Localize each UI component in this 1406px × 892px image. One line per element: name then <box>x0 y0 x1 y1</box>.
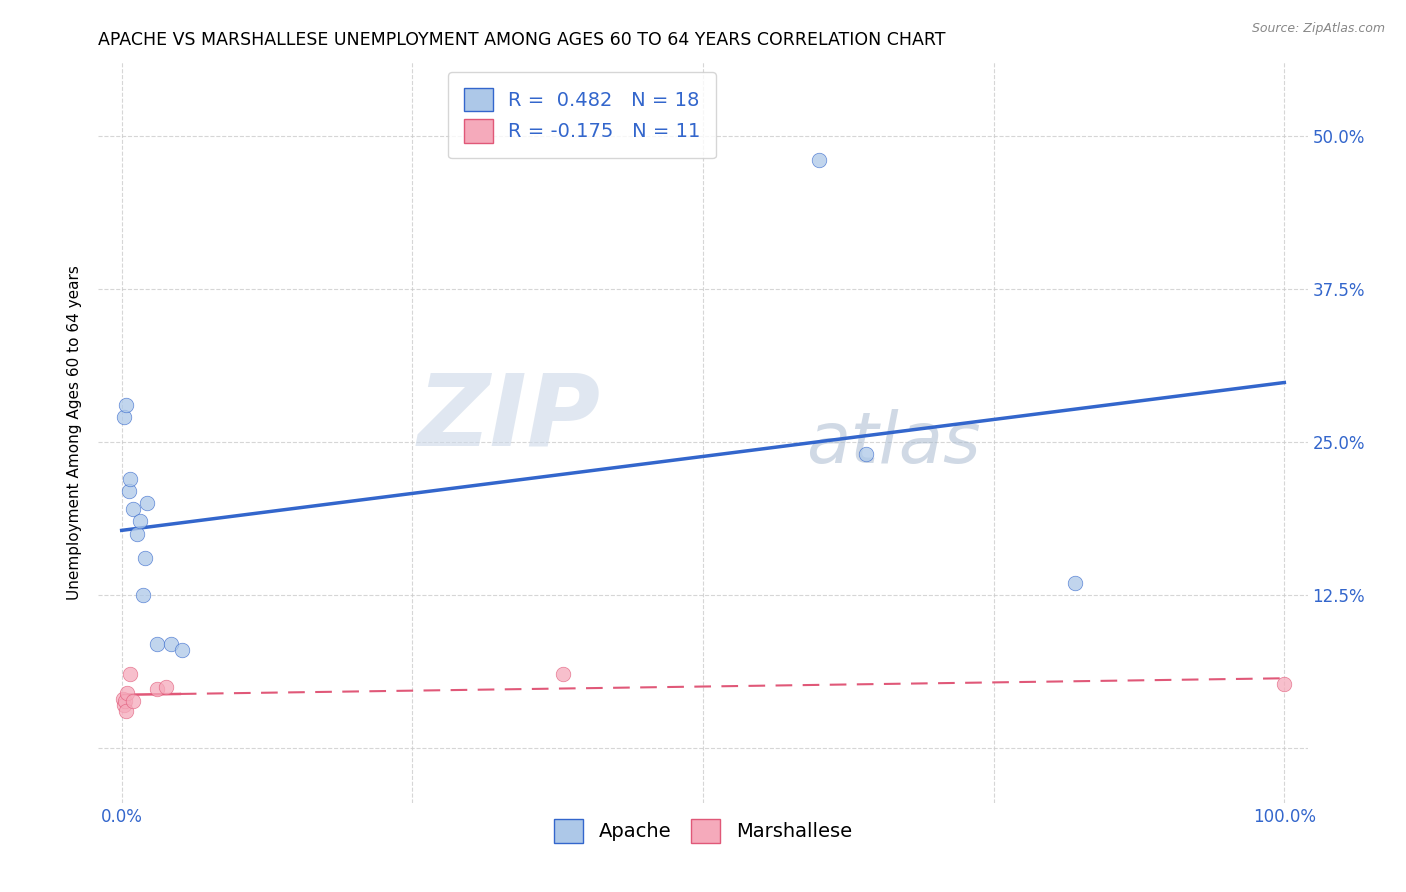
Point <box>122 694 145 708</box>
Point <box>115 704 138 718</box>
Text: ZIP: ZIP <box>418 369 600 467</box>
Point <box>134 551 156 566</box>
Point <box>855 447 877 461</box>
Point <box>118 483 141 498</box>
Point <box>155 680 177 694</box>
Point <box>115 398 138 412</box>
Point <box>122 502 145 516</box>
Point <box>553 667 575 681</box>
Point <box>118 471 141 485</box>
Point <box>114 694 136 708</box>
Point <box>125 526 148 541</box>
Point <box>131 588 153 602</box>
Point <box>117 686 139 700</box>
Point <box>112 698 135 712</box>
Legend: Apache, Marshallese: Apache, Marshallese <box>544 809 862 853</box>
Point <box>111 691 134 706</box>
Point <box>159 637 181 651</box>
Y-axis label: Unemployment Among Ages 60 to 64 years: Unemployment Among Ages 60 to 64 years <box>67 265 83 600</box>
Point <box>145 637 167 651</box>
Point <box>118 667 141 681</box>
Text: atlas: atlas <box>806 409 980 478</box>
Point <box>136 496 159 510</box>
Point <box>145 681 167 696</box>
Point <box>172 643 194 657</box>
Point <box>808 153 831 168</box>
Point <box>112 410 135 425</box>
Text: Source: ZipAtlas.com: Source: ZipAtlas.com <box>1251 22 1385 36</box>
Point <box>1064 575 1087 590</box>
Point <box>1272 677 1295 691</box>
Text: APACHE VS MARSHALLESE UNEMPLOYMENT AMONG AGES 60 TO 64 YEARS CORRELATION CHART: APACHE VS MARSHALLESE UNEMPLOYMENT AMONG… <box>98 31 946 49</box>
Point <box>129 514 152 528</box>
